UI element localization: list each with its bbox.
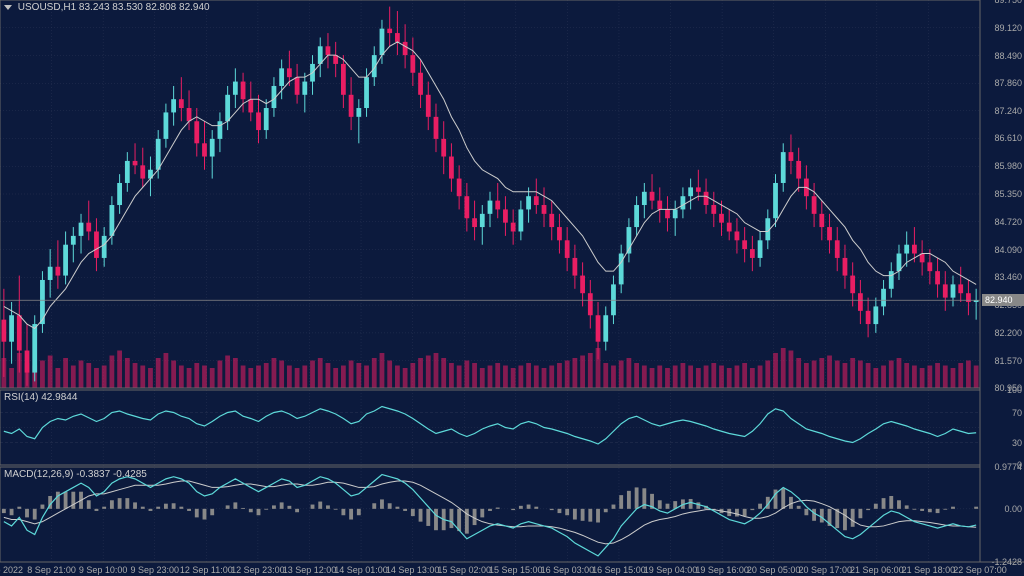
macd-indicator-label: MACD(12,26,9) -0.3837 -0.4285 — [4, 469, 147, 480]
ohlc-label: 83.243 83.530 82.808 82.940 — [79, 2, 210, 13]
rsi-indicator-label: RSI(14) 42.9844 — [4, 392, 77, 403]
chart-header: USOUSD,H1 83.243 83.530 82.808 82.940 — [4, 2, 210, 13]
symbol-label: USOUSD,H1 — [18, 2, 76, 13]
current-price-tag: 82.940 — [982, 294, 1024, 306]
chart-svg[interactable] — [0, 0, 1024, 576]
collapse-icon[interactable] — [4, 5, 12, 10]
chart-container[interactable]: USOUSD,H1 83.243 83.530 82.808 82.940 89… — [0, 0, 1024, 576]
